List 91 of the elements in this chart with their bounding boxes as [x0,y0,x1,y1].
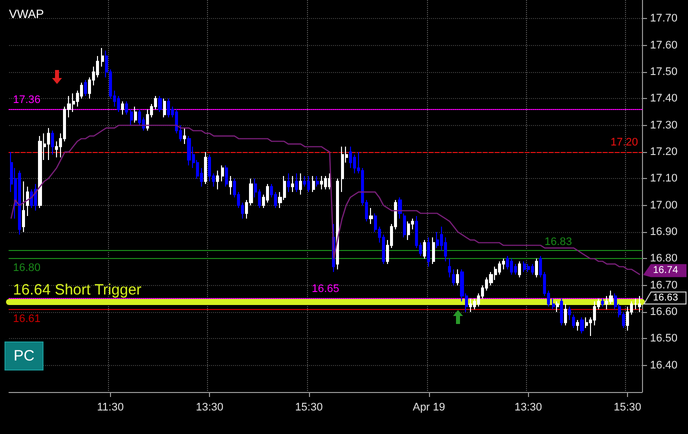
candlestick [299,172,302,196]
candlestick [336,178,339,270]
candlestick [134,106,137,124]
candlestick [307,176,310,192]
candlestick [287,172,290,192]
text: VWAP [9,7,44,21]
candlestick [34,184,37,212]
x-tick-label: 15:30 [295,402,323,414]
candlestick [229,176,232,196]
candlestick [523,260,526,272]
candlestick [518,260,521,278]
x-tick-label: 11:30 [97,402,124,414]
x-tick-label: 13:30 [514,402,542,414]
candlestick [84,80,87,96]
y-tick-label: 16.90 [650,226,678,238]
y-tick-label: 16.50 [650,332,678,345]
candlestick [18,170,21,236]
candlestick [101,48,104,68]
candlestick [576,320,579,332]
ref-line-label: 16.64 Short Trigger [13,281,142,298]
candlestick [564,304,567,326]
candlestick [560,298,563,326]
candlestick [221,164,224,182]
y-tick-label: 16.80 [650,252,678,265]
y-tick-label: 17.00 [650,199,678,212]
y-tick-label: 17.10 [650,172,678,185]
y-tick-label: 16.70 [650,279,678,292]
line-series [10,124,641,276]
candlestick [535,258,538,278]
text: 16.63 [653,292,678,304]
candlestick [556,300,559,312]
candlestick [167,98,170,118]
candlestick [580,316,584,334]
text: 16.74 [653,265,678,276]
candlestick [423,240,426,260]
candlestick [552,298,555,310]
y-tick-label: 17.50 [650,66,678,78]
candlestick [291,176,294,192]
y-tick-label: 17.20 [650,146,678,158]
candlestick [432,236,435,264]
candlestick [158,96,162,112]
ref-line-label: 16.61 [13,312,41,325]
y-tick-label: 17.40 [650,92,678,105]
annotation: PC [14,348,35,364]
candlestick [47,128,50,160]
candlestick [22,180,25,232]
candlestick [527,264,530,272]
candlestick [26,186,29,216]
candlestick [568,306,571,320]
candlestick [204,152,207,184]
ref-line-label: 16.80 [13,262,41,274]
y-tick-label: 17.70 [650,12,678,25]
candlestick [121,100,124,116]
candlestick [183,128,186,144]
y-tick-label: 16.40 [650,359,678,372]
candlestick [572,314,575,328]
candlestick [125,100,128,116]
ref-line-label: 16.65 [312,283,340,296]
candlestick [341,146,344,192]
y-tick-label: 17.30 [650,119,678,132]
candlestick [316,176,319,188]
candlestick [452,268,455,286]
candlestick [456,268,459,286]
candlestick [320,176,323,190]
candlestick [407,220,410,240]
candlestick [531,264,534,276]
candlestick [312,176,315,192]
x-tick-label: 15:30 [614,402,642,414]
candlestick [51,130,54,156]
x-tick-label: Apr 19 [412,402,446,414]
candlestick [427,236,430,268]
candlestick [163,98,166,118]
y-tick-label: 17.60 [650,39,678,52]
candlestick [216,170,219,190]
candlestick [510,258,513,276]
ref-line-label: 17.20 [610,136,638,148]
candlestick [369,208,373,224]
candlestick [638,296,641,312]
candlestick [448,258,451,278]
candlestick [130,108,133,126]
candlestick [324,176,327,190]
candlestick [469,298,472,312]
candlestick [601,298,604,308]
candlestick [295,172,298,192]
y-tick-label: 16.60 [650,306,678,318]
ref-line-label: 17.36 [13,94,41,106]
candlestick [38,136,42,208]
candlestick [187,136,191,166]
candlestick [225,164,228,188]
x-tick-label: 13:30 [196,402,224,414]
ref-line-label: 16.83 [544,236,572,248]
